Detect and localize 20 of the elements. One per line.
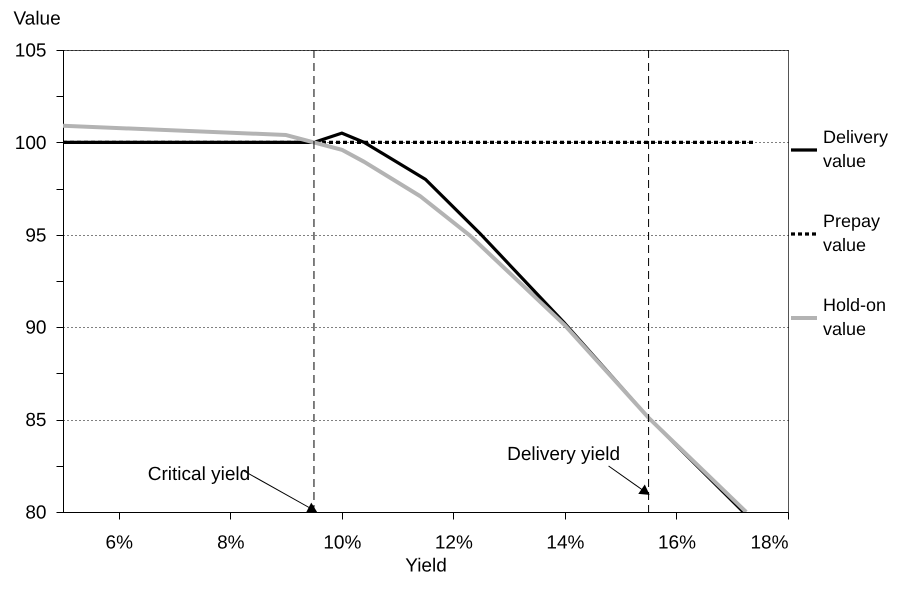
legend-label: Hold-on value	[823, 295, 886, 339]
x-tick-label: 16%	[658, 532, 696, 554]
x-tick-label: 8%	[217, 532, 245, 554]
y-tick-label: 90	[25, 318, 46, 339]
x-tick-label: 6%	[106, 532, 134, 554]
x-tick-label: 12%	[434, 532, 474, 554]
legend-label: Delivery value	[823, 127, 888, 171]
y-tick-label: 100	[14, 132, 46, 154]
ref-line-label: Critical yield	[148, 464, 250, 485]
x-tick-label: 10%	[323, 532, 362, 554]
ref-line-label: Delivery yield	[507, 444, 620, 465]
x-tick-label: 14%	[546, 532, 585, 554]
y-tick-label: 95	[25, 225, 46, 246]
y-tick-label: 105	[14, 40, 46, 62]
legend-label: Prepay value	[823, 211, 880, 255]
x-axis-title: Yield	[405, 556, 447, 576]
y-tick-label: 85	[25, 410, 46, 432]
y-axis-title: Value	[14, 8, 61, 30]
x-tick-label: 18%	[750, 532, 789, 554]
y-tick-label: 80	[25, 502, 46, 524]
